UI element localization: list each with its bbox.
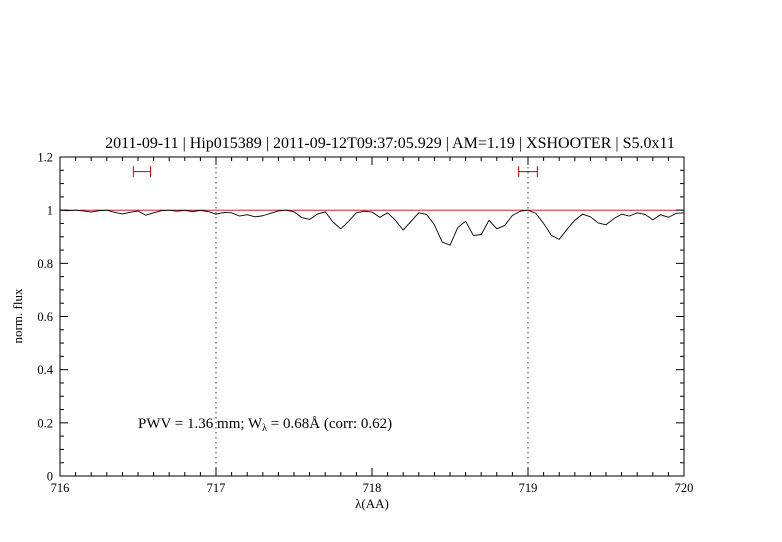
x-tick-label: 717 <box>207 481 226 495</box>
y-tick-label: 0 <box>47 470 53 484</box>
y-tick-label: 0.6 <box>37 310 53 324</box>
x-tick-label: 720 <box>675 481 694 495</box>
y-tick-label: 1 <box>47 204 53 218</box>
annotation-span: = 0.68Å (corr: 0.62) <box>267 416 392 432</box>
annotation-span: PWV = 1.36 mm; W <box>138 416 263 432</box>
annotation-span: λ <box>262 423 267 434</box>
y-tick-label: 1.2 <box>37 151 53 165</box>
plot-title: 2011-09-11 | Hip015389 | 2011-09-12T09:3… <box>105 135 675 152</box>
range-markers <box>132 166 538 178</box>
x-axis-label: λ(AA) <box>355 496 389 511</box>
y-tick-label: 0.2 <box>37 416 53 430</box>
x-tick-label: 716 <box>51 481 70 495</box>
y-tick-label: 0.4 <box>37 363 53 377</box>
x-tick-label: 719 <box>519 481 538 495</box>
grid-lines <box>215 157 529 476</box>
spectrum-polyline <box>59 209 685 246</box>
spectrum-line <box>59 209 685 246</box>
y-tick-label: 0.8 <box>37 257 53 271</box>
tick-labels: 716 717 718 719 720 0 0.2 0.4 0.6 0.8 1 1.2 <box>37 151 693 496</box>
y-axis-label: norm. flux <box>10 288 25 343</box>
pwv-annotation: PWV = 1.36 mm; Wλ = 0.68Å (corr: 0.62) <box>138 416 392 434</box>
axis-ticks <box>59 156 685 477</box>
x-tick-label: 718 <box>363 481 382 495</box>
